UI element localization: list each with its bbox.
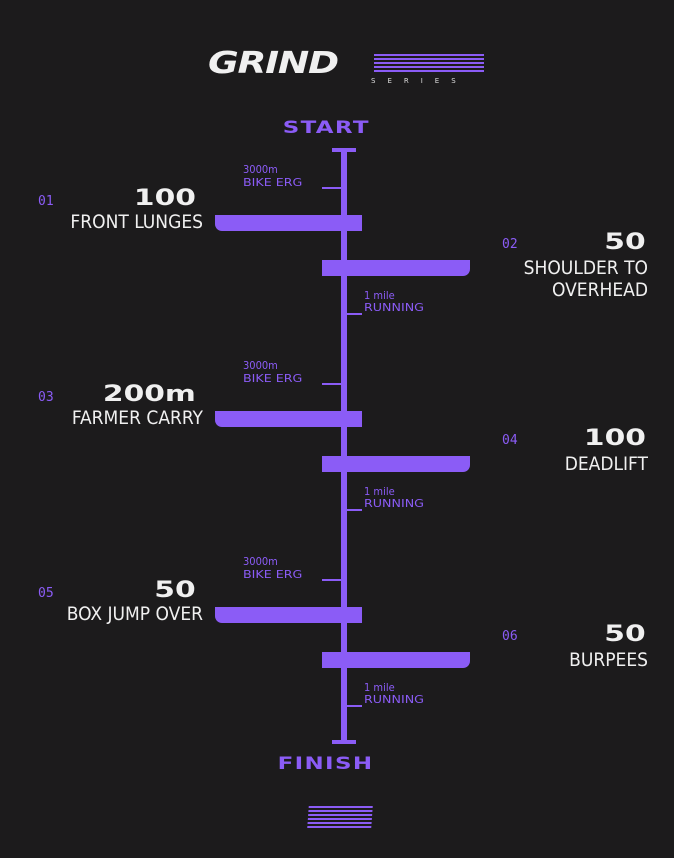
- exercise-name: FRONT LUNGES: [70, 211, 203, 233]
- station-distance: 3000m: [243, 163, 278, 176]
- exercise-bar-left: [215, 607, 362, 623]
- exercise-name: DEADLIFT: [564, 453, 648, 475]
- exercise-number: 02: [502, 237, 518, 252]
- exercise-bar-right: [322, 456, 470, 472]
- exercise-name: BOX JUMP OVER: [66, 603, 203, 625]
- logo-stripes-icon: [374, 54, 484, 72]
- exercise-number: 01: [38, 194, 54, 209]
- exercise-number: 06: [502, 629, 518, 644]
- exercise-count: 200m: [103, 382, 196, 407]
- exercise-count: 50: [604, 230, 646, 255]
- station-tick: [347, 509, 362, 511]
- station-name: RUNNING: [364, 693, 424, 706]
- exercise-bar-right: [322, 652, 470, 668]
- station-distance: 3000m: [243, 555, 278, 568]
- course-spine: [341, 150, 347, 742]
- station-name: BIKE ERG: [243, 176, 303, 189]
- station-name: RUNNING: [364, 497, 424, 510]
- exercise-count: 100: [133, 186, 196, 211]
- exercise-number: 03: [38, 390, 54, 405]
- exercise-number: 05: [38, 586, 54, 601]
- finish-cap: [332, 740, 356, 744]
- station-distance: 3000m: [243, 359, 278, 372]
- station-distance: 1 mile: [364, 485, 395, 498]
- station-distance: 1 mile: [364, 681, 395, 694]
- exercise-bar-left: [215, 411, 362, 427]
- station-tick: [322, 187, 342, 189]
- exercise-count: 50: [154, 578, 196, 603]
- exercise-name: BURPEES: [569, 649, 648, 671]
- station-name: BIKE ERG: [243, 568, 303, 581]
- exercise-count: 50: [604, 622, 646, 647]
- exercise-name: SHOULDER TO OVERHEAD: [523, 257, 648, 301]
- footer-stripes-icon: [307, 806, 373, 828]
- exercise-bar-right: [322, 260, 470, 276]
- exercise-count: 100: [583, 426, 646, 451]
- station-name: BIKE ERG: [243, 372, 303, 385]
- station-distance: 1 mile: [364, 289, 395, 302]
- finish-label: FINISH: [277, 754, 374, 774]
- exercise-name: FARMER CARRY: [71, 407, 203, 429]
- exercise-number: 04: [502, 433, 518, 448]
- station-tick: [347, 313, 362, 315]
- logo-subtitle: SERIES: [371, 77, 468, 85]
- station-name: RUNNING: [364, 301, 424, 314]
- start-label: START: [282, 118, 370, 138]
- station-tick: [347, 705, 362, 707]
- station-tick: [322, 383, 342, 385]
- exercise-bar-left: [215, 215, 362, 231]
- station-tick: [322, 579, 342, 581]
- logo-wordmark: GRIND: [208, 46, 339, 81]
